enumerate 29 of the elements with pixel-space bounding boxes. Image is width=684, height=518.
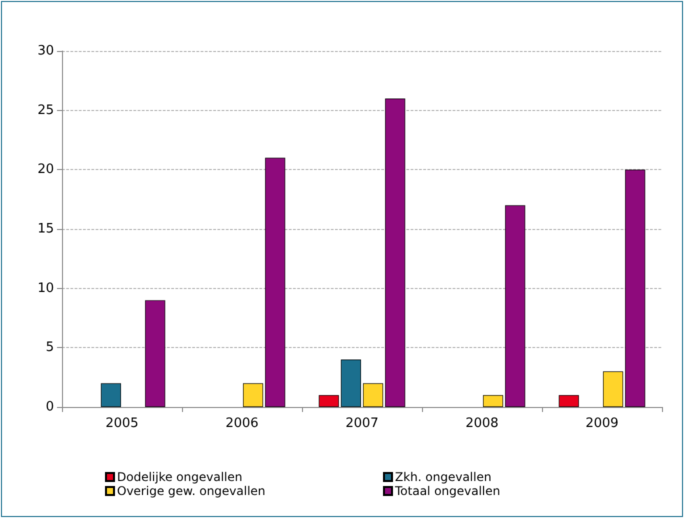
bar — [625, 170, 646, 407]
bar — [100, 383, 121, 407]
x-tick-label: 2009 — [585, 416, 619, 431]
y-tick-label: 5 — [46, 340, 54, 356]
legend-label: Zkh. ongevallen — [395, 470, 492, 484]
y-tick-label: 10 — [37, 280, 54, 296]
x-tick-label: 2006 — [225, 416, 259, 431]
bar — [145, 300, 166, 407]
y-tick-label: 0 — [46, 400, 54, 414]
x-tick-label: 2008 — [465, 416, 499, 431]
legend-label: Totaal ongevallen — [394, 484, 500, 498]
x-tick-label: 2007 — [345, 416, 379, 431]
bar — [243, 383, 264, 407]
bar — [265, 158, 286, 407]
y-tick-label: 20 — [37, 162, 54, 178]
bar — [318, 395, 339, 407]
bar — [603, 371, 624, 407]
y-tick-label: 15 — [37, 222, 54, 236]
legend-label: Dodelijke ongevallen — [117, 470, 242, 484]
bar — [558, 395, 579, 407]
x-tick-label: 2005 — [105, 416, 139, 431]
bar — [340, 360, 361, 407]
bar — [505, 205, 526, 407]
legend-label: Overige gew. ongevallen — [117, 484, 266, 498]
bar — [385, 98, 406, 407]
y-tick-label: 30 — [37, 44, 54, 58]
bar — [483, 395, 504, 407]
bar — [363, 383, 384, 407]
y-tick-label: 25 — [37, 102, 54, 118]
